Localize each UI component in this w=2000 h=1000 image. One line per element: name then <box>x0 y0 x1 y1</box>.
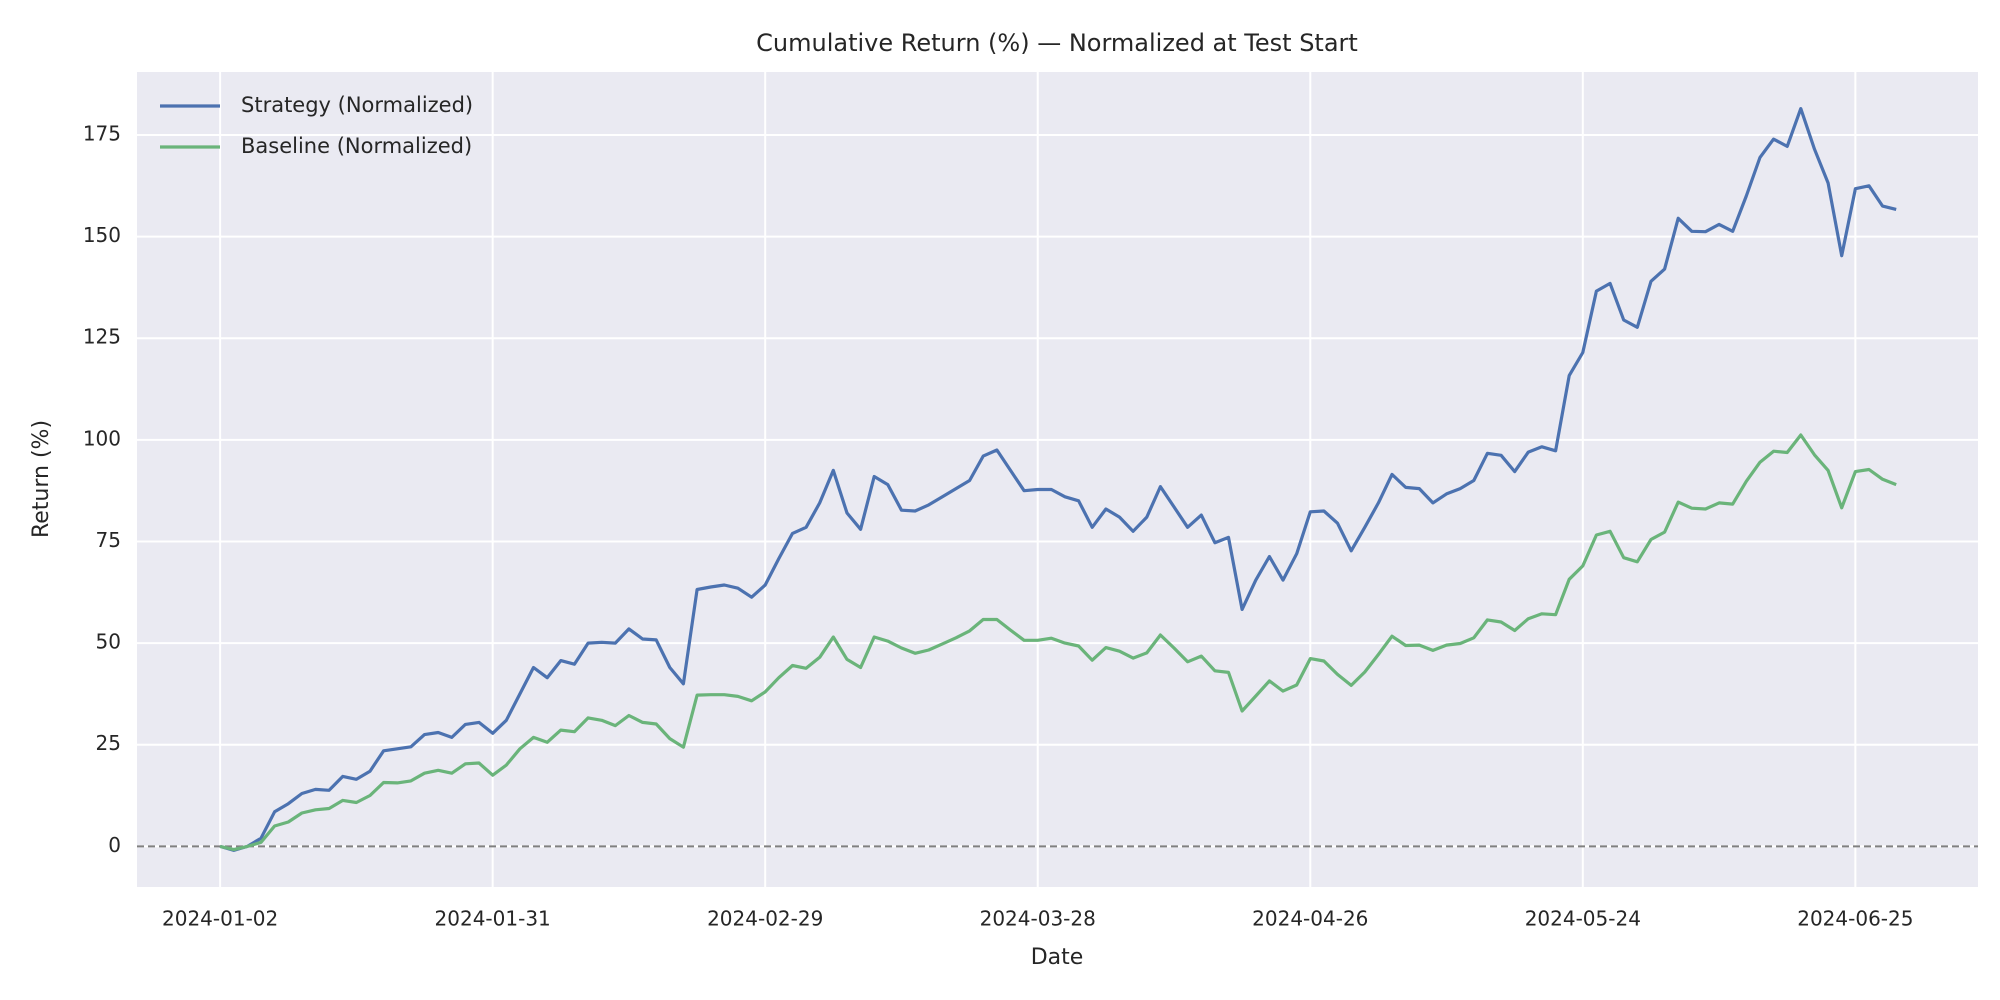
plot-area <box>137 72 1978 887</box>
x-tick-label: 2024-01-31 <box>435 907 551 931</box>
y-tick-label: 100 <box>83 426 121 450</box>
y-tick-label: 25 <box>96 731 121 755</box>
x-tick-label: 2024-02-29 <box>707 907 823 931</box>
data-line <box>219 433 1897 852</box>
y-tick-label: 75 <box>96 528 121 552</box>
y-tick-label: 50 <box>96 630 121 654</box>
x-axis-label: Date <box>1031 945 1084 970</box>
y-tick-label: 175 <box>83 122 121 146</box>
legend-label: Strategy (Normalized) <box>241 93 473 117</box>
data-line <box>219 107 1897 852</box>
x-tick-label: 2024-01-02 <box>162 907 278 931</box>
y-tick-label: 150 <box>83 223 121 247</box>
y-axis-label: Return (%) <box>29 420 54 538</box>
chart-title: Cumulative Return (%) — Normalized at Te… <box>756 29 1358 57</box>
y-tick-label: 0 <box>108 833 121 857</box>
x-tick-label: 2024-05-24 <box>1525 907 1641 931</box>
legend-label: Baseline (Normalized) <box>241 134 472 158</box>
x-tick-label: 2024-06-25 <box>1797 907 1913 931</box>
x-tick-label: 2024-03-28 <box>980 907 1096 931</box>
x-tick-label: 2024-04-26 <box>1252 907 1368 931</box>
y-tick-label: 125 <box>83 325 121 349</box>
